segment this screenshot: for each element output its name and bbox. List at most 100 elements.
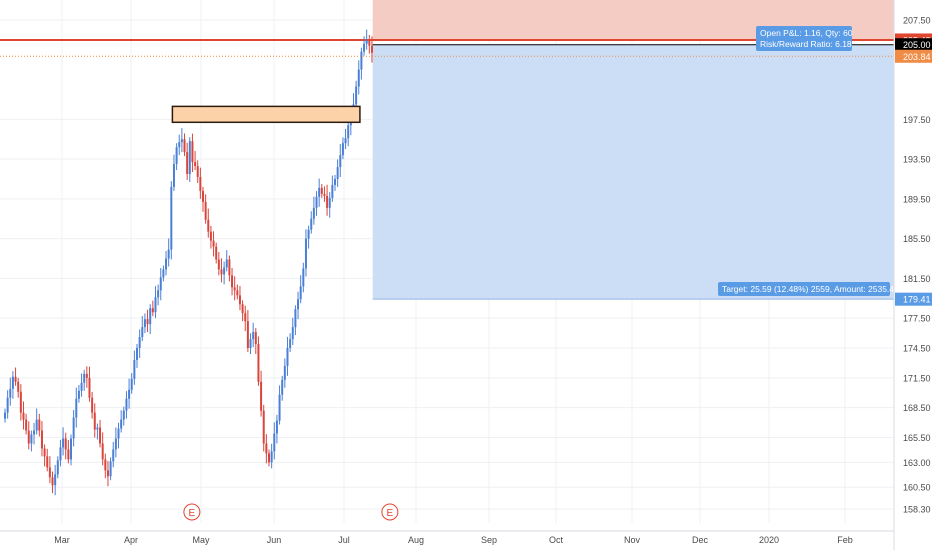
current-price-badge-text: 203.84: [903, 52, 931, 62]
entry-price-badge: 205.00: [895, 38, 932, 52]
candle-body: [40, 430, 43, 449]
candle-body: [209, 231, 212, 241]
candle-body: [260, 381, 263, 411]
position-zones[interactable]: [0, 0, 894, 300]
time-tick-label: Sep: [481, 535, 497, 545]
time-tick-label: Nov: [624, 535, 641, 545]
candle-body: [217, 259, 220, 270]
candle-body: [101, 443, 104, 460]
candle-body: [85, 373, 88, 378]
time-axis[interactable]: Mar Apr May Jun Jul Aug Sep Oct Nov Dec 2020 Feb: [0, 530, 894, 545]
candle-body: [67, 449, 70, 460]
candle-body: [114, 438, 117, 450]
risk-reward-text: Risk/Reward Ratio: 6.18: [760, 39, 852, 49]
candle-body: [199, 176, 202, 191]
candle-body: [138, 337, 141, 349]
candle-body: [241, 304, 244, 314]
candle-body: [165, 258, 168, 270]
time-tick-label: May: [192, 535, 210, 545]
earnings-marker-label: E: [387, 508, 394, 519]
candle-body: [278, 394, 281, 421]
candle-body: [207, 219, 210, 232]
candle-body: [231, 275, 234, 288]
profit-target-zone: [372, 44, 894, 300]
candle-body: [117, 428, 120, 439]
candle-body: [70, 438, 72, 460]
candle-body: [262, 410, 265, 444]
candle-body: [270, 451, 273, 463]
candle-body: [77, 390, 80, 399]
candle-body: [194, 162, 197, 167]
candle-body: [236, 290, 239, 296]
candle-body: [233, 287, 236, 291]
price-tick-label: 171.50: [903, 373, 931, 383]
candle-body: [38, 419, 41, 431]
candle-body: [220, 269, 223, 275]
candle-body: [25, 419, 28, 431]
candle-body: [275, 420, 278, 434]
candle-body: [109, 461, 112, 477]
candle-body: [355, 86, 358, 105]
earnings-marker-icon: [381, 503, 399, 521]
candle-body: [9, 388, 12, 398]
candle-body: [370, 45, 373, 53]
candle-body: [27, 430, 30, 444]
candle-body: [291, 327, 294, 340]
price-tick-label: 177.50: [903, 314, 931, 324]
candle-body: [146, 319, 149, 325]
candle-body: [122, 410, 125, 420]
candle-body: [257, 344, 260, 382]
price-axis[interactable]: 207.50 197.50 193.50 189.50 185.50 181.50 177.…: [893, 0, 931, 550]
price-tick-label: 193.50: [903, 155, 931, 165]
candle-body: [14, 376, 17, 382]
candle-body: [244, 313, 247, 322]
candle-body: [289, 339, 292, 349]
candle-body: [130, 378, 133, 390]
candle-body: [88, 377, 91, 398]
candle-body: [215, 246, 218, 260]
earnings-marker-label: E: [189, 508, 196, 519]
candle-body: [273, 433, 276, 452]
candle-body: [341, 143, 344, 156]
position-info-bg: [756, 26, 852, 51]
candle-body: [143, 319, 146, 328]
candle-body: [363, 43, 366, 52]
candle-body: [4, 412, 6, 419]
price-tick-label: 181.50: [903, 274, 931, 284]
candle-body: [43, 448, 46, 457]
candle-body: [172, 164, 175, 187]
target-price-badge-text: 179.41: [903, 295, 931, 305]
candle-body: [133, 359, 136, 379]
entry-price-badge-bg: [895, 38, 932, 52]
price-tick-label: 163.00: [903, 458, 931, 468]
candle-body: [265, 443, 268, 454]
candle-body: [157, 290, 160, 298]
candle-body: [183, 139, 186, 153]
target-text: Target: 25.59 (12.48%) 2559, Amount: 253…: [722, 284, 894, 294]
candle-body: [188, 141, 191, 175]
time-tick-label: Oct: [549, 535, 564, 545]
candle-body: [46, 456, 49, 468]
candle-body: [268, 453, 270, 463]
candle-body: [320, 187, 323, 194]
candle-body: [357, 69, 360, 87]
candle-body: [238, 295, 241, 305]
time-tick-label: Apr: [124, 535, 138, 545]
candle-body: [368, 40, 371, 46]
resistance-zone-box: [171, 105, 361, 124]
candle-body: [331, 184, 334, 198]
open-pnl-text: Open P&L: 1.16, Qty: 60: [760, 28, 853, 38]
earnings-marker-icon: [183, 503, 201, 521]
candle-body: [167, 249, 170, 259]
time-tick-label: Mar: [54, 535, 70, 545]
candle-body: [48, 467, 51, 478]
candle-body: [328, 197, 331, 208]
candle-body: [11, 376, 14, 389]
candle-body: [6, 397, 9, 413]
candle-body: [286, 348, 289, 366]
candle-body: [151, 308, 154, 313]
